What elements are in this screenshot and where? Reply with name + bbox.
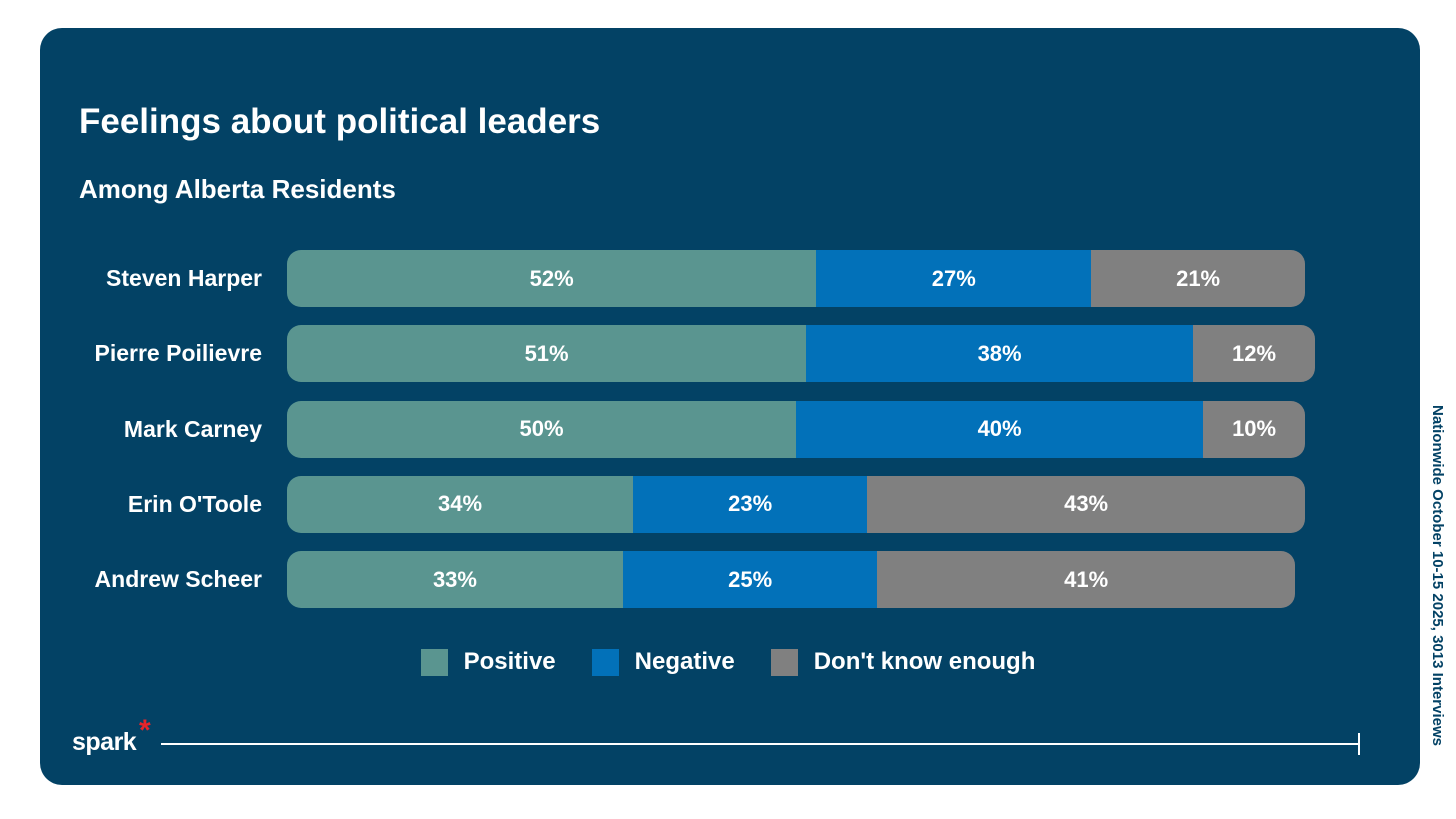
data-label: 10% bbox=[1232, 416, 1277, 442]
data-label: 34% bbox=[438, 491, 483, 517]
chart-subtitle: Among Alberta Residents bbox=[79, 174, 396, 204]
data-label: 12% bbox=[1232, 340, 1277, 366]
data-label: 25% bbox=[728, 566, 773, 592]
footer-rule-end bbox=[1358, 733, 1360, 755]
legend-swatch bbox=[591, 648, 619, 676]
footer-rule bbox=[161, 743, 1359, 745]
bar-segment-don-t-know-enough: 21% bbox=[1091, 250, 1305, 307]
data-label: 50% bbox=[519, 416, 564, 442]
legend-label: Don't know enough bbox=[813, 648, 1036, 675]
stacked-bar: 51% 38% 12% bbox=[287, 325, 1316, 383]
chart-title: Feelings about political leaders bbox=[79, 102, 601, 141]
bar-segment-negative: 40% bbox=[796, 400, 1204, 458]
legend-swatch bbox=[420, 648, 448, 676]
bar-segment-positive: 51% bbox=[287, 325, 807, 383]
data-label: 43% bbox=[1064, 491, 1109, 517]
legend-label: Positive bbox=[463, 648, 556, 675]
category-label: Pierre Poilievre bbox=[94, 340, 263, 367]
data-label: 23% bbox=[728, 491, 773, 517]
legend-item: Don't know enough bbox=[770, 648, 1036, 676]
data-label: 21% bbox=[1176, 265, 1221, 291]
legend-item: Positive bbox=[420, 648, 556, 676]
category-label: Andrew Scheer bbox=[94, 566, 262, 593]
bar-segment-don-t-know-enough: 41% bbox=[877, 551, 1295, 609]
stacked-bar: 50% 40% 10% bbox=[287, 400, 1305, 458]
bar-segment-negative: 27% bbox=[816, 250, 1092, 307]
bar-segment-negative: 23% bbox=[633, 475, 868, 533]
legend: Positive Negative Don't know enough bbox=[0, 648, 1456, 676]
category-label: Steven Harper bbox=[106, 265, 262, 291]
data-label: 27% bbox=[931, 265, 976, 291]
category-label: Erin O'Toole bbox=[127, 490, 262, 517]
spark-logo-star: * bbox=[139, 714, 151, 747]
bar-segment-don-t-know-enough: 43% bbox=[867, 475, 1305, 533]
bar-segment-don-t-know-enough: 10% bbox=[1203, 400, 1305, 458]
bar-segment-don-t-know-enough: 12% bbox=[1193, 325, 1316, 383]
category-label: Mark Carney bbox=[123, 415, 262, 442]
bar-segment-positive: 52% bbox=[287, 250, 817, 307]
bar-segment-positive: 34% bbox=[287, 475, 634, 533]
spark-logo: spark bbox=[72, 728, 137, 756]
bar-segment-negative: 38% bbox=[806, 325, 1193, 383]
bar-segment-positive: 50% bbox=[287, 400, 796, 458]
source-note: Nationwide October 10-15 2025, 3013 Inte… bbox=[1429, 405, 1446, 746]
legend-label: Negative bbox=[634, 648, 735, 675]
bar-segment-positive: 33% bbox=[287, 551, 623, 609]
data-label: 40% bbox=[977, 416, 1022, 442]
legend-item: Negative bbox=[591, 648, 735, 676]
data-label: 41% bbox=[1064, 566, 1109, 592]
stacked-bar: 33% 25% 41% bbox=[287, 551, 1295, 609]
data-label: 38% bbox=[977, 340, 1022, 366]
stacked-bar: 52% 27% 21% bbox=[287, 250, 1305, 307]
data-label: 33% bbox=[432, 566, 477, 592]
data-label: 51% bbox=[524, 340, 569, 366]
stacked-bar: 34% 23% 43% bbox=[287, 475, 1305, 533]
legend-swatch bbox=[770, 648, 798, 676]
bar-segment-negative: 25% bbox=[622, 551, 878, 609]
data-label: 52% bbox=[529, 265, 574, 291]
